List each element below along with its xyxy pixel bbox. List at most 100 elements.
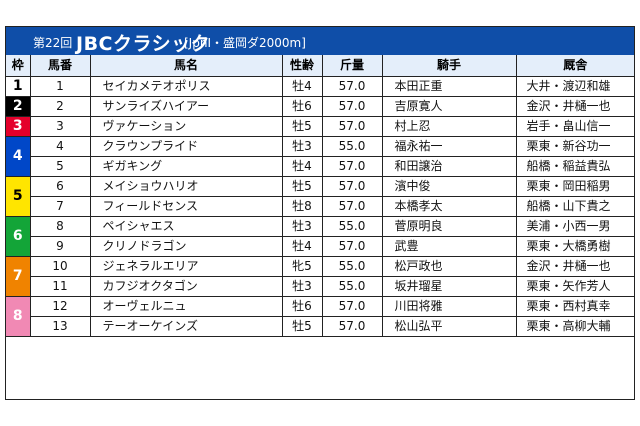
horse-number: 11	[30, 276, 91, 297]
trainer-stable: 船橋・山下貴之	[515, 196, 634, 217]
trainer-stable: 大井・渡辺和雄	[515, 76, 634, 97]
horse-name: クラウンプライド	[89, 136, 283, 157]
horse-number: 5	[30, 156, 91, 177]
horse-name: フィールドセンス	[89, 196, 283, 217]
table-row: 4 4 クラウンプライド 牡3 55.0 福永祐一 栗東・新谷功一	[6, 136, 634, 177]
table-row: 7 フィールドセンス 牡8 57.0 本橋孝太 船橋・山下貴之	[6, 196, 634, 217]
title-bar: 第22回 JBCクラシック [JpnI・盛岡ダ2000m]	[6, 27, 634, 55]
jockey-name: 松山弘平	[381, 316, 517, 337]
sex-age: 牡5	[281, 316, 323, 337]
col-header-number: 馬番	[29, 55, 91, 77]
horse-number: 4	[29, 136, 91, 157]
trainer-stable: 船橋・稲益貴弘	[515, 156, 634, 177]
sex-age: 牡5	[281, 176, 323, 197]
sex-age: 牡3	[281, 276, 323, 297]
horse-number: 7	[30, 196, 91, 217]
waku-cell: 4	[6, 136, 31, 177]
horse-number: 6	[29, 176, 91, 197]
jockey-name: 松戸政也	[381, 256, 517, 277]
sex-age: 牡4	[281, 76, 323, 97]
table-row: 8 12 オーヴェルニュ 牡6 57.0 川田将雅 栗東・西村真幸	[6, 296, 634, 337]
horse-name: ジェネラルエリア	[89, 256, 283, 277]
table-row: 1 1 セイカメテオポリス 牡4 57.0 本田正重 大井・渡辺和雄	[6, 76, 634, 97]
horse-name: サンライズハイアー	[89, 96, 283, 117]
horse-name: セイカメテオポリス	[89, 76, 283, 97]
waku-cell: 2	[6, 96, 31, 117]
trainer-stable: 栗東・矢作芳人	[515, 276, 634, 297]
table-row: 2 2 サンライズハイアー 牡6 57.0 吉原寛人 金沢・井樋一也	[6, 96, 634, 117]
col-header-horse: 馬名	[89, 55, 283, 77]
table-header-row: 枠 馬番 馬名 性齢 斤量 騎手 厩舎	[6, 55, 634, 77]
jockey-name: 本橋孝太	[381, 196, 517, 217]
carried-weight: 57.0	[321, 156, 383, 177]
carried-weight: 55.0	[321, 276, 383, 297]
horse-number: 2	[29, 96, 91, 117]
jockey-name: 川田将雅	[381, 296, 517, 317]
horse-number: 13	[30, 316, 91, 337]
horse-name: ギガキング	[89, 156, 283, 177]
trainer-stable: 金沢・井樋一也	[515, 96, 634, 117]
carried-weight: 57.0	[321, 296, 383, 317]
sex-age: 牝5	[281, 256, 323, 277]
col-header-jockey: 騎手	[381, 55, 517, 77]
sex-age: 牡6	[281, 296, 323, 317]
entry-table-panel: 第22回 JBCクラシック [JpnI・盛岡ダ2000m] 枠 馬番 馬名 性齢…	[5, 26, 635, 400]
table-row: 13 テーオーケインズ 牡5 57.0 松山弘平 栗東・高柳大輔	[6, 316, 634, 337]
carried-weight: 57.0	[321, 196, 383, 217]
table-row: 5 ギガキング 牡4 57.0 和田譲治 船橋・稲益貴弘	[6, 156, 634, 177]
col-header-sex-age: 性齢	[281, 55, 323, 77]
trainer-stable: 栗東・岡田稲男	[515, 176, 634, 197]
jockey-name: 村上忍	[381, 116, 517, 137]
sex-age: 牡4	[281, 156, 323, 177]
jockey-name: 和田譲治	[381, 156, 517, 177]
horse-number: 10	[29, 256, 91, 277]
trainer-stable: 金沢・井樋一也	[515, 256, 634, 277]
horse-number: 1	[29, 76, 91, 97]
waku-cell: 5	[6, 176, 31, 217]
table-row: 5 6 メイショウハリオ 牡5 57.0 濱中俊 栗東・岡田稲男	[6, 176, 634, 217]
table-row: 7 10 ジェネラルエリア 牝5 55.0 松戸政也 金沢・井樋一也	[6, 256, 634, 297]
carried-weight: 57.0	[321, 96, 383, 117]
waku-cell: 6	[6, 216, 31, 257]
entry-table: 枠 馬番 馬名 性齢 斤量 騎手 厩舎 1 1 セイカメテオポリス 牡4 57.0 本田正…	[6, 55, 634, 337]
horse-name: ペイシャエス	[89, 216, 283, 237]
carried-weight: 55.0	[321, 216, 383, 237]
horse-number: 12	[29, 296, 91, 317]
table-row: 6 8 ペイシャエス 牡3 55.0 菅原明良 美浦・小西一男	[6, 216, 634, 257]
sex-age: 牡3	[281, 216, 323, 237]
waku-cell: 1	[6, 76, 31, 97]
col-header-weight: 斤量	[321, 55, 383, 77]
race-round: 第22回	[33, 36, 73, 50]
sex-age: 牡5	[281, 116, 323, 137]
horse-name: クリノドラゴン	[89, 236, 283, 257]
race-name: JBCクラシック	[76, 33, 211, 55]
horse-name: カフジオクタゴン	[89, 276, 283, 297]
sex-age: 牡8	[281, 196, 323, 217]
horse-name: ヴァケーション	[89, 116, 283, 137]
horse-number: 9	[30, 236, 91, 257]
sex-age: 牡3	[281, 136, 323, 157]
horse-name: テーオーケインズ	[89, 316, 283, 337]
trainer-stable: 美浦・小西一男	[515, 216, 634, 237]
col-header-trainer: 厩舎	[515, 55, 634, 77]
table-row: 9 クリノドラゴン 牡4 57.0 武豊 栗東・大橋勇樹	[6, 236, 634, 257]
carried-weight: 57.0	[321, 76, 383, 97]
horse-number: 3	[29, 116, 91, 137]
col-header-waku: 枠	[6, 55, 31, 77]
sex-age: 牡4	[281, 236, 323, 257]
table-row: 3 3 ヴァケーション 牡5 57.0 村上忍 岩手・畠山信一	[6, 116, 634, 137]
waku-cell: 7	[6, 256, 31, 297]
waku-cell: 3	[6, 116, 31, 137]
jockey-name: 菅原明良	[381, 216, 517, 237]
carried-weight: 57.0	[321, 116, 383, 137]
horse-name: メイショウハリオ	[89, 176, 283, 197]
trainer-stable: 栗東・高柳大輔	[515, 316, 634, 337]
jockey-name: 福永祐一	[381, 136, 517, 157]
carried-weight: 55.0	[321, 256, 383, 277]
carried-weight: 57.0	[321, 176, 383, 197]
trainer-stable: 栗東・新谷功一	[515, 136, 634, 157]
carried-weight: 57.0	[321, 236, 383, 257]
jockey-name: 濱中俊	[381, 176, 517, 197]
jockey-name: 本田正重	[381, 76, 517, 97]
table-row: 11 カフジオクタゴン 牡3 55.0 坂井瑠星 栗東・矢作芳人	[6, 276, 634, 297]
